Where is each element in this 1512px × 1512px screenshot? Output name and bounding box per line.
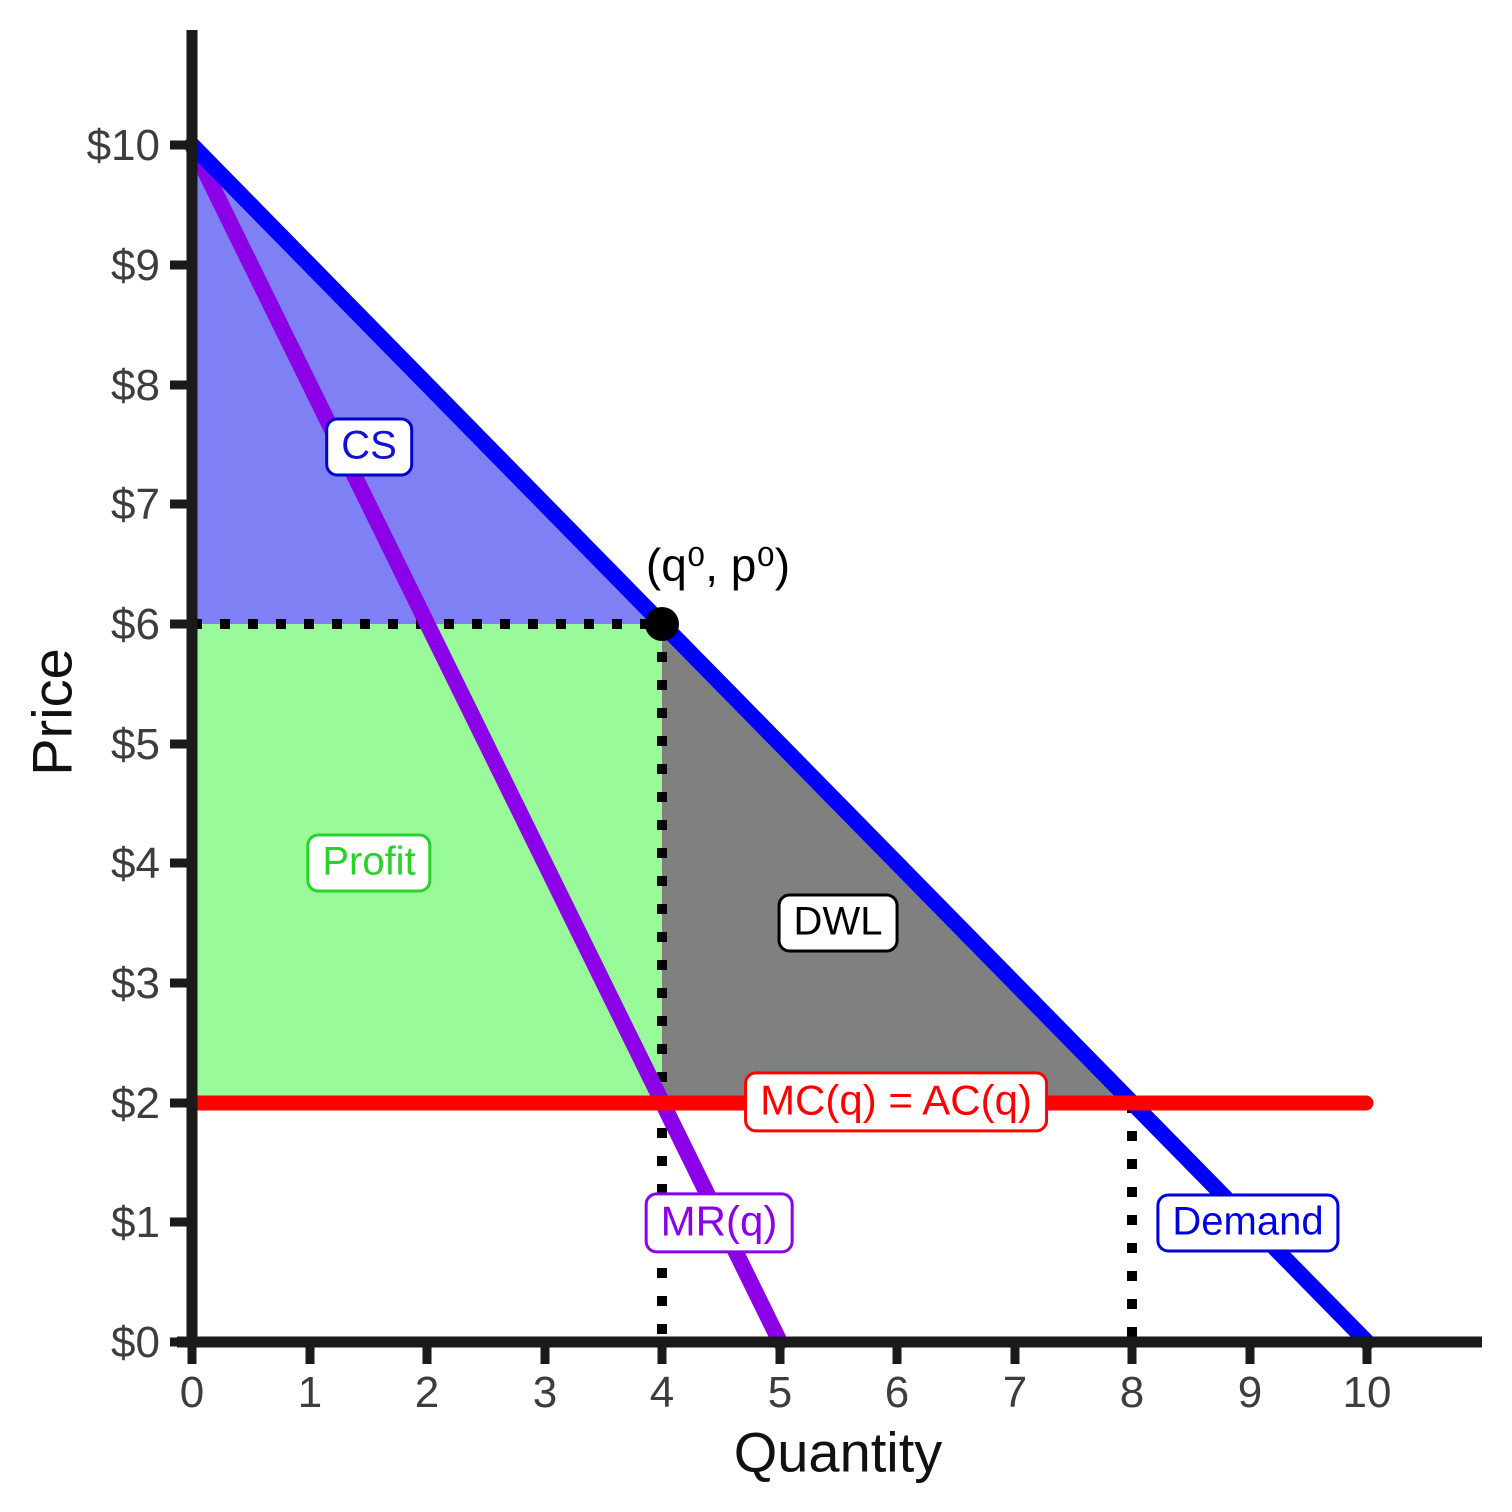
monopoly-point-label: (q⁰, p⁰) [645,539,791,591]
y-tick-label: $6 [111,600,160,649]
y-tick-label: $9 [111,241,160,290]
demand-label: Demand [1156,1193,1340,1253]
marginal-revenue-label: MR(q) [644,1192,794,1254]
y-tick-label: $1 [111,1198,160,1247]
y-axis-title: Price [20,648,84,776]
marginal-revenue-line [184,137,788,1350]
y-tick-label: $7 [111,480,160,529]
y-tick-label: $2 [111,1079,160,1128]
x-tick-label: 2 [415,1368,439,1417]
demand-line [184,137,1375,1350]
x-axis-ticks [187,1342,1372,1364]
profit-label: Profit [306,833,432,893]
y-tick-label: $5 [111,720,160,769]
x-tick-label: 10 [1343,1368,1392,1417]
x-tick-label: 8 [1120,1368,1144,1417]
deadweight-loss-label: DWL [777,893,899,953]
x-tick-label: 4 [650,1368,674,1417]
x-tick-label: 3 [533,1368,557,1417]
monopoly-point-marker [645,607,679,641]
x-tick-label: 0 [180,1368,204,1417]
x-tick-label: 7 [1003,1368,1027,1417]
x-tick-label: 9 [1238,1368,1262,1417]
y-tick-label: $10 [87,121,160,170]
y-tick-label: $4 [111,839,160,888]
x-axis-title: Quantity [733,1420,943,1484]
y-tick-label: $0 [111,1318,160,1367]
marginal-cost-label: MC(q) = AC(q) [744,1071,1048,1133]
x-tick-label: 5 [768,1368,792,1417]
x-tick-label: 1 [298,1368,322,1417]
y-tick-label: $3 [111,959,160,1008]
x-axis-tick-labels: 0 1 2 3 4 5 6 7 8 9 10 [180,1368,1392,1417]
consumer-surplus-label: CS [325,417,413,477]
x-tick-label: 6 [885,1368,909,1417]
y-axis-tick-labels: $0 $1 $2 $3 $4 $5 $6 $7 $8 $9 $10 [87,121,160,1367]
y-tick-label: $8 [111,361,160,410]
